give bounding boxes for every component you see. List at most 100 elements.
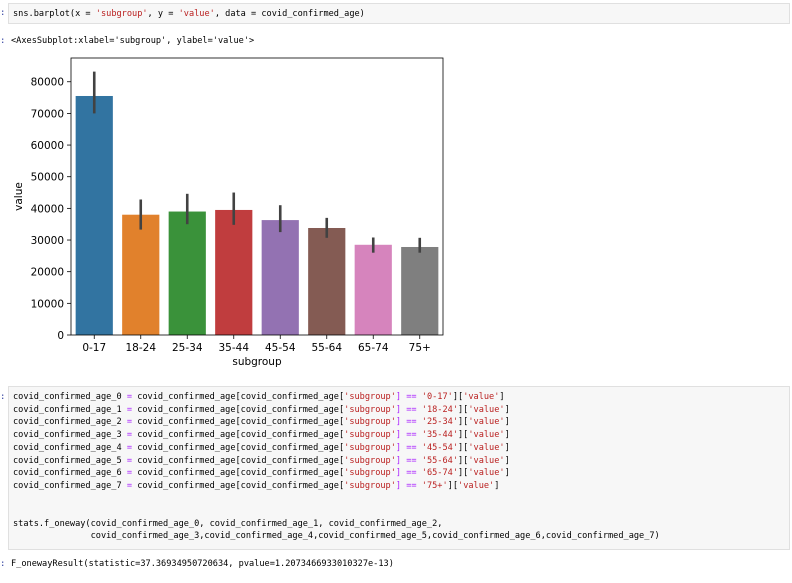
code-token: covid_confirmed_age_3 [13,430,122,441]
code-token: 'value' [468,468,505,479]
x-tick-label: 18-24 [125,342,156,354]
code-token: 'subgroup' [344,417,396,428]
y-tick-label: 80000 [31,77,64,89]
axes-frame [70,57,444,336]
code-token: ] == [395,468,422,479]
code-token: = [121,392,138,402]
code-token: covid_confirmed_age_1 [13,404,122,415]
code-token: '0-17' [421,392,453,402]
code-token: = [121,480,138,491]
plot-area: 0-17 18-24 25-34 35-44 45-54 55-64 65-74 75+ 0 10… [13,57,444,368]
code-line-assign: covid_confirmed_age_7 = covid_confirmed_… [13,480,499,492]
y-tick-label: 40000 [31,203,64,215]
x-axis-label: subgroup [232,356,282,368]
code-token: ][ [458,430,469,441]
code-token: '75+' [421,480,448,491]
code-token: '65-74' [421,468,458,479]
code-token: ][ [447,480,459,491]
code-token: ] == [395,404,422,415]
output-text-anova: F_onewayResult(statistic=37.369349507206… [11,559,394,569]
code-line-fn1: stats.f_oneway(covid_confirmed_age_0, co… [13,519,443,529]
y-axis-label: value [13,182,25,211]
code-token: ] [504,442,510,453]
y-tick-label: 10000 [31,298,64,310]
code-token: '45-54' [421,442,458,453]
barplot-chart: 0-17 18-24 25-34 35-44 45-54 55-64 65-74 75+ 0 10… [13,57,444,368]
x-tick-label: 75+ [409,342,431,354]
code-line-assign: covid_confirmed_age_4 = covid_confirmed_… [13,442,510,454]
code-token: ][ [458,442,469,453]
x-tick-label: 65-74 [358,342,389,354]
bar-65-74 [354,244,392,335]
code-token: covid_confirmed_age[covid_confirmed_age[ [137,455,345,466]
code-token: ] == [395,417,422,428]
code-token: covid_confirmed_age_2 [13,417,122,428]
code-token: 'subgroup' [344,455,396,466]
code-token: 'value' [468,442,505,453]
code-token: = [121,430,138,441]
x-tick-label: 25-34 [172,342,203,354]
code-token: '25-34' [421,417,458,428]
y-tick-label: 20000 [31,267,64,279]
code-token: '55-64' [421,455,458,466]
y-tick-label: 30000 [31,235,64,247]
code-token: ] == [395,392,422,402]
code-token: ] == [395,480,422,491]
code-line-assign: covid_confirmed_age_6 = covid_confirmed_… [13,467,510,479]
code-line-assign: covid_confirmed_age_5 = covid_confirmed_… [13,455,510,467]
code-token: ] [504,455,510,466]
code-token: sns.barplot(x = [13,9,96,19]
code-line-fn2: covid_confirmed_age_3,covid_confirmed_ag… [13,531,660,541]
x-tick-label: 35-44 [218,342,249,354]
code-string: 'subgroup' [95,9,148,19]
cell-prompt: : [0,392,6,402]
code-token: ][ [458,417,469,428]
code-token: , y = [147,9,179,19]
code-cell-barplot[interactable]: sns.barplot(x = 'subgroup', y = 'value',… [8,3,790,24]
cell-prompt: : [0,8,6,18]
x-tick-label: 45-54 [265,342,296,354]
code-token: ][ [452,392,464,402]
x-tick-label: 55-64 [311,342,342,354]
code-token: covid_confirmed_age[covid_confirmed_age[ [137,442,345,453]
code-token: covid_confirmed_age[covid_confirmed_age[ [137,430,345,441]
code-token: 'subgroup' [344,392,396,402]
y-tick-label: 50000 [31,172,64,184]
code-token: covid_confirmed_age[covid_confirmed_age[ [137,480,345,491]
code-token: ][ [458,455,469,466]
y-tick-label: 0 [57,330,64,342]
code-line-assign: covid_confirmed_age_2 = covid_confirmed_… [13,416,510,428]
code-token: ] == [395,442,422,453]
bar-25-34 [168,211,206,335]
code-token: covid_confirmed_age[covid_confirmed_age[ [137,404,345,415]
code-token: covid_confirmed_age_0 [13,392,122,402]
code-token: 'subgroup' [344,404,396,415]
code-token: covid_confirmed_age_6 [13,468,122,479]
code-token: 'value' [468,417,505,428]
code-token: 'value' [463,392,500,402]
bar-55-64 [308,227,346,335]
output-prompt: : [0,36,6,46]
code-line-assign: covid_confirmed_age_1 = covid_confirmed_… [13,404,510,416]
code-token: = [121,468,138,479]
code-line: sns.barplot(x = 'subgroup', y = 'value',… [13,8,365,20]
code-token: covid_confirmed_age[covid_confirmed_age[ [137,468,345,479]
code-token: ] == [395,430,422,441]
bar-0-17 [75,95,113,335]
output-text-axes: <AxesSubplot:xlabel='subgroup', ylabel='… [11,36,255,46]
code-cell-anova[interactable]: covid_confirmed_age_0 = covid_confirmed_… [8,386,790,550]
code-token: '18-24' [421,404,458,415]
code-token: 'subgroup' [344,430,396,441]
code-token: '35-44' [421,430,458,441]
code-token: , data = covid_confirmed_age) [214,9,365,19]
code-token: covid_confirmed_age[covid_confirmed_age[ [137,417,345,428]
code-token: covid_confirmed_age_4 [13,442,122,453]
code-token: = [121,442,138,453]
code-token: covid_confirmed_age_5 [13,455,122,466]
code-token: ] [504,404,510,415]
code-token: covid_confirmed_age_7 [13,480,122,491]
output-prompt: : [0,559,6,569]
bar-18-24 [122,214,160,335]
code-token: ][ [458,468,469,479]
code-line-assign: covid_confirmed_age_0 = covid_confirmed_… [13,391,505,403]
